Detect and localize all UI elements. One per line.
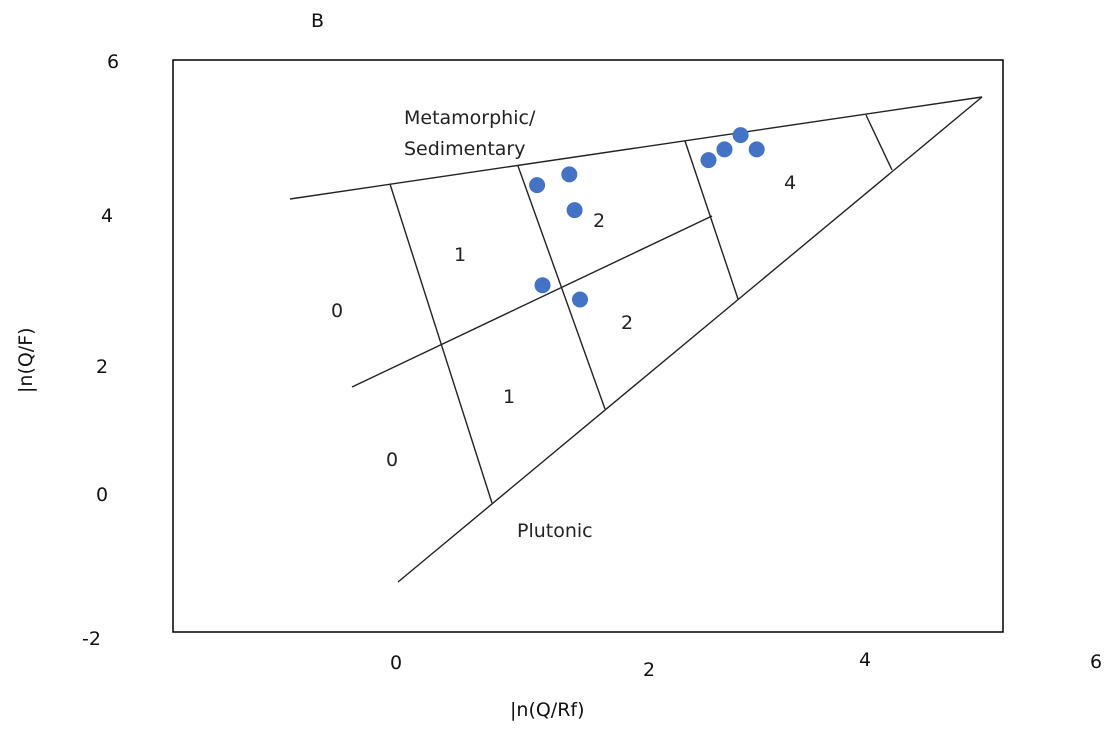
plutonic-label: Plutonic (517, 520, 593, 542)
x-tick-0: 0 (390, 652, 402, 674)
zone-label-0-upper: 0 (331, 300, 343, 322)
plot-area (172, 59, 1004, 633)
zone-label-4: 4 (784, 172, 796, 194)
zone-label-2-upper: 2 (593, 210, 605, 232)
metamorphic-label-line1: Metamorphic/ (404, 107, 536, 129)
data-point-4 (534, 277, 551, 294)
y-tick-6: 6 (107, 51, 119, 73)
y-tick-4: 4 (101, 205, 113, 227)
classification-diagram (289, 96, 983, 583)
panel-label: B (311, 10, 324, 32)
y-axis-label: |n(Q/F) (15, 327, 37, 393)
middle-divider-line (351, 215, 713, 388)
x-tick-6: 6 (1090, 651, 1102, 673)
zone-divider-4 (865, 114, 893, 171)
y-tick-0: 0 (96, 484, 108, 506)
zone-label-1-upper: 1 (454, 244, 466, 266)
data-point-8 (732, 127, 749, 144)
data-point-7 (716, 141, 733, 158)
zone-label-1-lower: 1 (503, 386, 515, 408)
data-point-1 (529, 177, 546, 194)
x-axis-label: |n(Q/Rf) (510, 699, 585, 721)
zone-divider-1 (389, 183, 493, 504)
x-tick-2: 2 (643, 659, 655, 681)
data-point-3 (566, 202, 583, 219)
y-tick-neg2: -2 (82, 628, 101, 650)
upper-boundary-line (289, 96, 983, 200)
data-point-9 (748, 141, 765, 158)
zone-label-2-lower: 2 (621, 312, 633, 334)
data-point-5 (572, 291, 588, 308)
data-point-6 (700, 152, 717, 169)
zone-divider-3 (684, 140, 739, 300)
x-tick-4: 4 (859, 649, 871, 671)
zone-divider-2 (517, 165, 606, 410)
zone-label-0-lower: 0 (386, 449, 398, 471)
data-point-2 (561, 166, 578, 183)
lower-boundary-line (397, 96, 983, 583)
metamorphic-label-line2: Sedimentary (404, 138, 525, 160)
y-tick-2: 2 (96, 356, 108, 378)
data-points (529, 127, 765, 308)
